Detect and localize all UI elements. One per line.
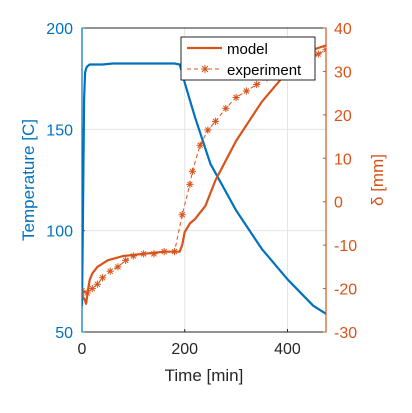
experiment-point: [88, 284, 96, 293]
experiment-point-stroke: [179, 211, 186, 218]
experiment-point-stroke: [122, 257, 129, 264]
experiment-point: [232, 93, 240, 102]
experiment-point: [204, 126, 212, 134]
experiment-point-stroke: [315, 51, 322, 57]
experiment-point-stroke: [99, 274, 106, 281]
experiment-point-stroke: [94, 281, 101, 288]
experiment-point: [106, 267, 114, 275]
experiment-point: [242, 87, 250, 95]
legend: model experiment: [180, 36, 316, 81]
experiment-point-stroke: [189, 168, 196, 175]
experiment-point-stroke: [89, 285, 96, 292]
experiment-point-stroke: [243, 88, 250, 94]
model-series-line: [82, 44, 326, 305]
y-left-tick-label: 200: [46, 21, 73, 38]
experiment-point: [98, 274, 107, 282]
experiment-point: [253, 80, 261, 89]
x-tick-label: 400: [274, 341, 301, 358]
y-left-tick-label: 100: [46, 224, 73, 241]
y-right-tick-label: 0: [334, 195, 343, 212]
experiment-point: [93, 280, 102, 288]
experiment-point: [211, 117, 220, 125]
legend-model-label: model: [227, 41, 268, 58]
experiment-point: [222, 104, 230, 112]
y-left-tick-label: 50: [55, 325, 73, 342]
experiment-point-stroke: [197, 142, 204, 149]
experiment-point-stroke: [115, 263, 121, 270]
y-right-tick-label: -20: [334, 282, 357, 299]
experiment-point-stroke: [212, 118, 219, 125]
experiment-point-stroke: [187, 181, 193, 188]
y-right-tick-label: -30: [334, 325, 357, 342]
experiment-point: [122, 256, 130, 264]
experiment-point-stroke: [204, 127, 211, 133]
x-tick-label: 200: [171, 341, 198, 358]
y-left-tick-label: 150: [46, 122, 73, 139]
legend-experiment-label: experiment: [227, 62, 302, 79]
y-right-tick-label: 20: [334, 108, 352, 125]
temperature-series-line: [82, 62, 326, 315]
experiment-point: [114, 263, 122, 271]
experiment-point-stroke: [82, 287, 85, 292]
experiment-point-stroke: [107, 268, 114, 275]
experiment-point: [188, 167, 197, 175]
y-axis-left-label: Temperature [C]: [19, 119, 38, 241]
experiment-point: [314, 50, 322, 58]
y-right-tick-label: 30: [334, 64, 352, 81]
experiment-point-stroke: [323, 49, 326, 53]
legend-box: [180, 36, 316, 81]
experiment-point: [178, 211, 186, 219]
experiment-point-stroke: [323, 46, 326, 51]
x-axis-label: Time [min]: [165, 366, 244, 385]
y-right-tick-label: 10: [334, 151, 352, 168]
y-axis-right-label: δ [mm]: [368, 154, 387, 206]
experiment-point: [186, 180, 194, 188]
experiment-point-stroke: [233, 94, 239, 101]
experiment-point: [196, 141, 204, 149]
legend-experiment-marker: [201, 65, 209, 73]
x-tick-label: 0: [78, 341, 87, 358]
experiment-point: [322, 46, 326, 54]
experiment-point-stroke: [222, 105, 229, 112]
y-right-tick-label: -10: [334, 238, 357, 255]
experiment-point-stroke: [253, 81, 260, 88]
y-right-tick-label: 40: [334, 21, 352, 38]
axes: 0 200 400 50 100 150 200 -30 -20 -10 0 10 20 30 40: [46, 21, 357, 358]
